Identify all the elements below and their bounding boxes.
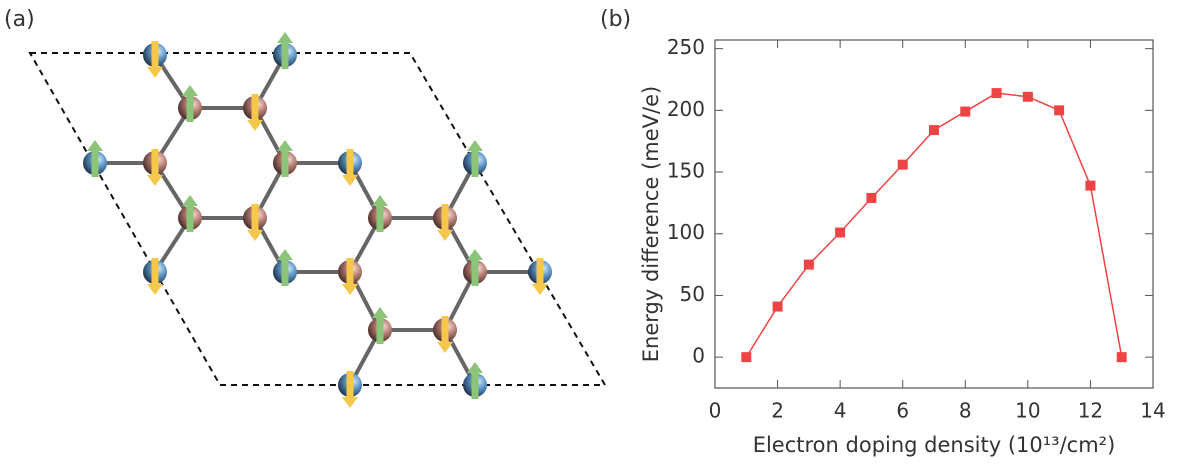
- spin-arrow: [187, 206, 194, 232]
- spin-arrow-head: [467, 249, 483, 260]
- data-point: [835, 228, 845, 238]
- spin-arrow-head: [182, 195, 198, 206]
- y-tick-label: 200: [667, 97, 705, 121]
- spin-arrow: [152, 258, 159, 284]
- data-point: [1023, 92, 1033, 102]
- x-tick-label: 8: [959, 399, 972, 423]
- x-tick-label: 2: [771, 399, 784, 423]
- spin-arrow-head: [247, 230, 263, 241]
- spin-arrow-head: [467, 362, 483, 373]
- spin-arrow-head: [532, 284, 548, 295]
- data-point: [898, 160, 908, 170]
- spin-arrow: [252, 94, 259, 120]
- figure: (a) (b) 0 50 100 150 200 250 0 2 4 6 8 10 12 14 Electr…: [0, 0, 1178, 468]
- spin-arrow: [282, 43, 289, 69]
- y-tick-label: 250: [667, 35, 705, 59]
- spin-arrow-head: [182, 85, 198, 96]
- spin-arrow: [252, 204, 259, 230]
- spin-arrow: [152, 41, 159, 67]
- spin-arrow-head: [342, 397, 358, 408]
- spin-arrow: [347, 258, 354, 284]
- spin-arrow-head: [247, 120, 263, 131]
- data-point: [960, 107, 970, 117]
- plot-frame: [715, 40, 1153, 388]
- x-tick-label: 10: [1015, 399, 1040, 423]
- data-point: [741, 352, 751, 362]
- x-tick-label: 0: [709, 399, 722, 423]
- x-tick-label: 4: [834, 399, 847, 423]
- spin-arrow: [472, 260, 479, 286]
- spin-arrow: [282, 151, 289, 177]
- spin-arrow: [347, 371, 354, 397]
- data-point: [866, 193, 876, 203]
- spin-arrow-head: [437, 342, 453, 353]
- spin-arrow-head: [372, 307, 388, 318]
- spin-arrow: [152, 149, 159, 175]
- data-point: [773, 302, 783, 312]
- x-axis-label: Electron doping density (10¹³/cm²): [753, 433, 1116, 457]
- panel-label: (b): [600, 7, 631, 32]
- data-point: [1117, 352, 1127, 362]
- spin-arrow-head: [147, 175, 163, 186]
- spin-arrow: [92, 151, 99, 177]
- spin-arrow: [282, 260, 289, 286]
- spin-arrow: [377, 318, 384, 344]
- data-point: [1085, 181, 1095, 191]
- spin-arrow-head: [147, 284, 163, 295]
- y-tick-label: 50: [680, 282, 705, 306]
- y-tick-label: 150: [667, 159, 705, 183]
- data-point: [804, 260, 814, 270]
- spin-arrow-head: [342, 175, 358, 186]
- spin-arrow: [537, 258, 544, 284]
- spin-arrow-head: [437, 230, 453, 241]
- x-tick-label: 6: [896, 399, 909, 423]
- data-point: [929, 125, 939, 135]
- spin-arrow-head: [342, 284, 358, 295]
- data-point: [992, 88, 1002, 98]
- spin-arrow: [347, 149, 354, 175]
- spin-arrow: [187, 96, 194, 122]
- spin-arrow: [377, 206, 384, 232]
- y-tick-label: 100: [667, 220, 705, 244]
- panel-label: (a): [4, 7, 35, 32]
- unit-cell: [30, 53, 605, 385]
- spin-arrow-head: [372, 195, 388, 206]
- spin-arrow-head: [147, 67, 163, 78]
- spin-arrow-head: [277, 32, 293, 43]
- y-axis-label: Energy difference (meV/e): [639, 86, 663, 362]
- spin-arrow: [472, 373, 479, 399]
- spin-arrow-head: [467, 140, 483, 151]
- spin-arrow-head: [87, 140, 103, 151]
- x-tick-label: 12: [1078, 399, 1103, 423]
- spin-arrow-head: [277, 249, 293, 260]
- spin-arrow-head: [277, 140, 293, 151]
- y-tick-label: 0: [692, 344, 705, 368]
- data-point: [1054, 105, 1064, 115]
- spin-arrow: [442, 316, 449, 342]
- x-tick-label: 14: [1140, 399, 1165, 423]
- spin-arrow: [472, 151, 479, 177]
- spin-arrow: [442, 204, 449, 230]
